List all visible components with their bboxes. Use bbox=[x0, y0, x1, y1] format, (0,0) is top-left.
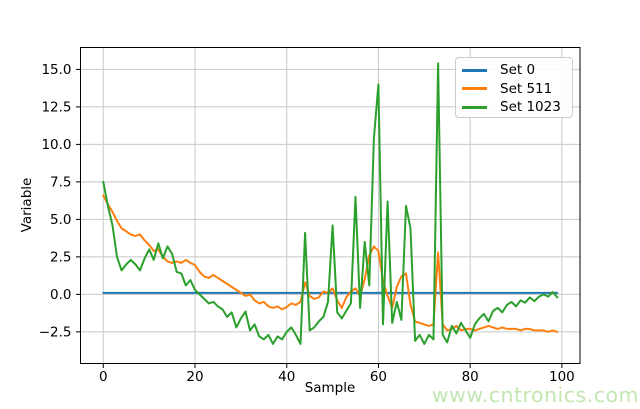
series-line-set-511 bbox=[102, 194, 559, 333]
x-tick-label: 80 bbox=[462, 369, 479, 385]
x-tick-label: 0 bbox=[99, 369, 108, 385]
legend-label: Set 1023 bbox=[500, 99, 561, 116]
x-axis-title: Sample bbox=[304, 380, 356, 396]
legend-item: Set 511 bbox=[456, 80, 572, 99]
y-tick-label: 5.0 bbox=[50, 212, 71, 228]
legend-line-swatch-green bbox=[462, 105, 487, 109]
legend-line-swatch-orange bbox=[462, 87, 487, 91]
legend-label: Set 0 bbox=[500, 62, 536, 79]
y-tick-label: 12.5 bbox=[41, 100, 71, 116]
y-tick-label: 0.0 bbox=[50, 287, 71, 303]
x-tick-label: 20 bbox=[186, 369, 203, 385]
x-tick-label: 100 bbox=[549, 369, 575, 385]
y-tick-label: −2.5 bbox=[39, 325, 72, 341]
y-tick-label: 7.5 bbox=[50, 175, 71, 191]
watermark: www.cntronics.com bbox=[431, 383, 639, 407]
y-axis-title: Variable bbox=[19, 177, 35, 233]
legend-item: Set 0 bbox=[456, 61, 572, 80]
y-tick-label: 2.5 bbox=[50, 250, 71, 266]
legend-label: Set 511 bbox=[500, 80, 553, 97]
legend: Set 0 Set 511 Set 1023 bbox=[455, 57, 573, 118]
legend-item: Set 1023 bbox=[456, 98, 572, 117]
plot-frame bbox=[80, 47, 581, 364]
legend-line-swatch-blue bbox=[462, 68, 487, 72]
series-line-set-1023 bbox=[102, 62, 559, 345]
y-tick-label: 15.0 bbox=[41, 62, 71, 78]
y-tick-label: 10.0 bbox=[41, 137, 71, 153]
x-tick-label: 60 bbox=[370, 369, 387, 385]
x-tick-label: 40 bbox=[278, 369, 295, 385]
